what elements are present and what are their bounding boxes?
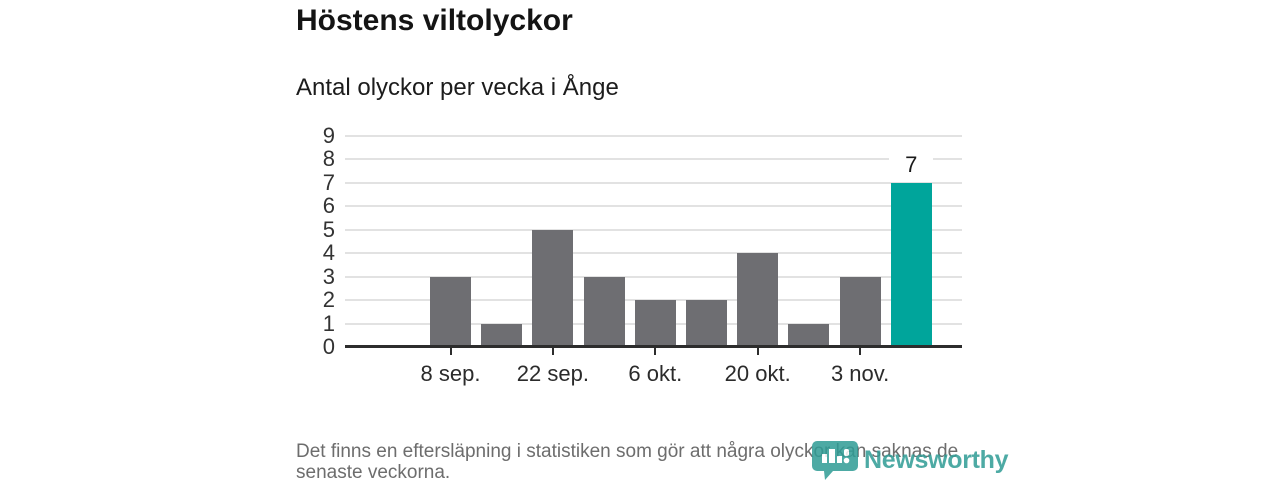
bar-value-label: 7 [889, 151, 934, 178]
x-axis-line [345, 345, 962, 348]
chart-subtitle: Antal olyckor per vecka i Ånge [296, 74, 619, 101]
x-axis-label: 3 nov. [830, 361, 890, 386]
y-axis-label: 0 [322, 334, 335, 359]
gridline [345, 205, 962, 207]
x-axis-label: 6 okt. [628, 361, 683, 386]
newsworthy-logo: Newsworthy [811, 440, 1009, 480]
y-axis-label: 4 [322, 240, 335, 265]
y-axis-label: 3 [322, 263, 335, 289]
bar [686, 300, 727, 347]
bar [583, 276, 625, 347]
y-axis-label: 7 [322, 169, 335, 195]
gridline [345, 181, 962, 184]
bar [430, 276, 471, 347]
bar [788, 323, 830, 347]
y-axis-label: 1 [322, 310, 335, 336]
newsworthy-logo-text: Newsworthy [864, 445, 1009, 474]
y-axis-label: 9 [322, 122, 335, 148]
x-axis-label: 22 sep. [516, 361, 589, 386]
y-axis-label: 2 [322, 287, 335, 312]
bar-chart-pin-icon [811, 440, 859, 480]
footnote-line: Det finns en eftersläpning i statistiken… [296, 441, 959, 462]
page-title: Höstens viltolyckor [296, 4, 573, 37]
gridline [345, 228, 962, 231]
bar [737, 253, 779, 347]
x-axis-tick [859, 348, 862, 355]
bar-highlighted [890, 182, 932, 347]
x-axis-tick [551, 348, 554, 355]
gridline [345, 158, 962, 160]
x-axis-tick [756, 348, 759, 355]
y-axis-label: 8 [322, 146, 335, 171]
x-axis-tick [654, 348, 657, 355]
gridline [345, 134, 962, 137]
bar [839, 276, 881, 347]
gridline [345, 252, 962, 254]
y-axis-label: 5 [322, 216, 335, 242]
y-axis-label: 6 [322, 193, 335, 218]
gridline [345, 275, 962, 278]
bar [481, 323, 523, 347]
x-axis-label: 20 okt. [724, 361, 791, 386]
bar [532, 229, 574, 347]
x-axis-label: 8 sep. [420, 361, 481, 386]
x-axis-tick [449, 348, 452, 355]
chart-footnote: Det finns en eftersläpning i statistiken… [296, 441, 996, 483]
footnote-line: senaste veckorna. [296, 462, 451, 483]
bar [634, 300, 676, 347]
